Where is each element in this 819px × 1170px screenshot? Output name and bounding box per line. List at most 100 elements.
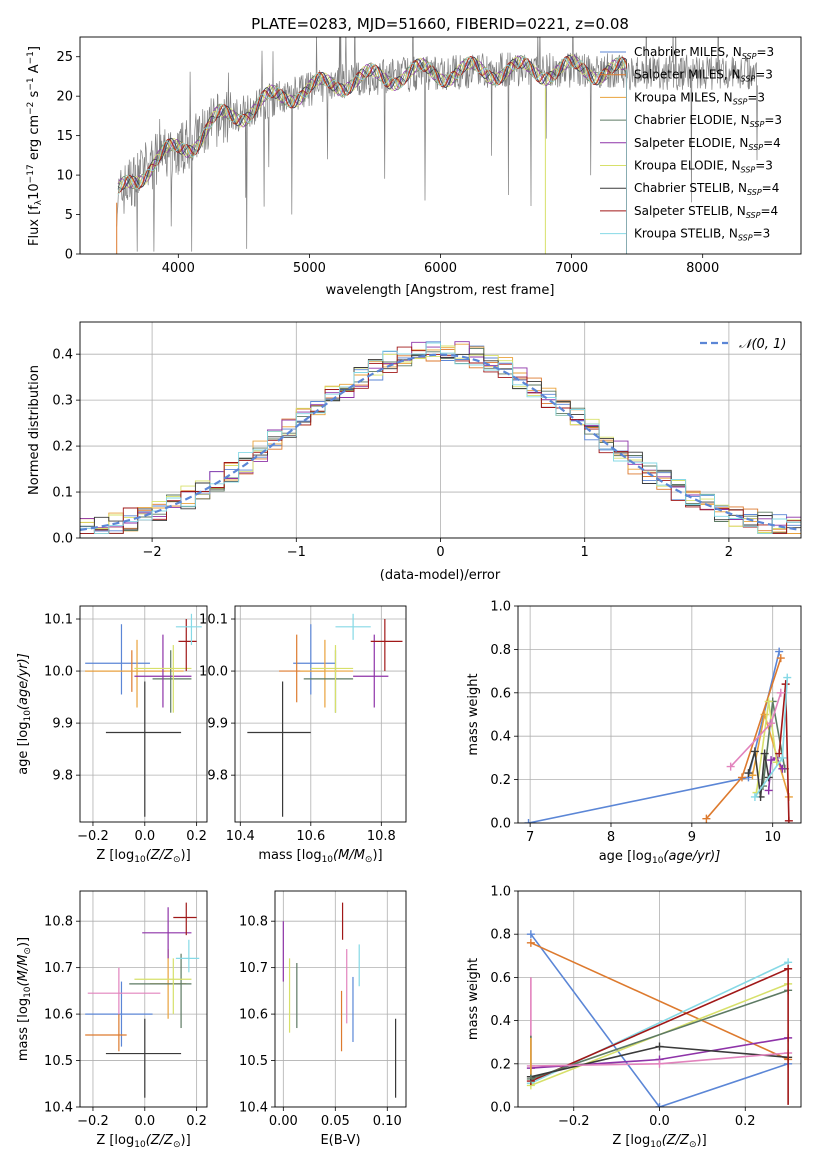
y-tick-label: 0.1 [52, 486, 73, 501]
x-tick-label: 0.2 [186, 829, 207, 844]
y-axis-label: mass weight [466, 958, 481, 1040]
gaussian-curve [80, 353, 801, 531]
x-axis-label: wavelength [Angstrom, rest frame] [326, 283, 555, 298]
y-tick-label: 0.8 [490, 643, 511, 658]
axes-frame [79, 890, 208, 1108]
y-tick-label: 0.0 [52, 532, 73, 547]
weight-marker [750, 792, 759, 801]
y-axis-label: Flux [fλ10−17 erg cm−2 s−1 A−1] [26, 46, 44, 246]
x-tick-label: 8000 [686, 261, 719, 276]
y-tick-label: 0.0 [490, 817, 511, 832]
y-tick-label: 0.4 [490, 1014, 511, 1029]
weight-marker [744, 769, 753, 778]
x-tick-label: 9 [688, 830, 696, 845]
y-tick-label: 10.1 [199, 613, 228, 628]
weight-line [530, 968, 789, 1082]
panel-spectrum: 4000 5000 6000 7000 8000 0 5 10 15 20 25 Chabrier M… [56, 36, 802, 276]
x-tick-label: 0.2 [735, 1114, 756, 1129]
weight-marker [767, 719, 776, 728]
legend-entry: Chabrier ELODIE, NSSP=3 [634, 113, 782, 129]
weight-marker [776, 654, 785, 663]
x-tick-label: −1 [287, 545, 306, 560]
y-tick-label: 1.0 [490, 600, 511, 615]
axes-frame [79, 36, 802, 255]
x-tick-label: 10.8 [367, 829, 396, 844]
weight-marker [726, 762, 735, 771]
y-tick-label: 5 [65, 208, 73, 223]
y-axis-label: mass weight [466, 673, 481, 755]
weight-marker [655, 1042, 664, 1051]
axes-frame [234, 605, 407, 823]
y-tick-label: 9.9 [52, 717, 73, 732]
x-tick-label: 0.05 [321, 1114, 350, 1129]
panel-weight-vs-z: −0.2 0.0 0.2 0.0 0.2 0.4 0.6 0.8 1.0 [490, 885, 802, 1129]
panel-mass-vs-ebv: 0.00 0.05 0.10 10.4 10.5 10.6 10.7 10.8 [239, 890, 407, 1129]
weight-marker [655, 1059, 664, 1068]
plot-area [518, 891, 801, 1107]
plot-area [80, 891, 207, 1107]
weight-marker [784, 816, 793, 823]
xlabel-axis-label: Z [log10(Z/Z⊙)] [612, 1133, 706, 1150]
y-tick-label: 0.2 [490, 1057, 511, 1072]
model-spectrum-line [117, 54, 627, 254]
x-tick-label: 6000 [424, 261, 457, 276]
weight-marker [767, 756, 776, 765]
weight-line [778, 684, 790, 821]
xlabel-axis-label: Z [log10(Z/Z⊙)] [96, 1133, 190, 1150]
panel-residuals: −2 −1 0 1 2 0.0 0.1 0.2 0.3 0.4 𝒩(0, 1) [52, 321, 802, 560]
panel-age-vs-mass: 10.4 10.6 10.8 9.8 9.9 10.0 10.1 [199, 605, 407, 844]
xlabel-axis-label: mass [log10(M/M⊙)] [258, 848, 382, 865]
y-tick-label: 10.4 [239, 1101, 268, 1116]
legend-entry: Chabrier MILES, NSSP=3 [634, 45, 774, 61]
y-tick-label: 10.1 [44, 613, 73, 628]
weight-marker [737, 773, 746, 782]
weight-marker [778, 764, 787, 773]
weight-line [705, 657, 782, 820]
weight-line [528, 651, 780, 823]
legend-entry: Kroupa STELIB, NSSP=3 [634, 227, 770, 243]
y-tick-label: 20 [56, 90, 73, 105]
y-tick-label: 0.4 [490, 730, 511, 745]
xlabel-axis-label: age [log10(age/yr)] [599, 849, 721, 866]
legend-entry: Salpeter MILES, NSSP=3 [634, 68, 773, 84]
x-tick-label: 8 [607, 830, 615, 845]
legend-entry: Kroupa ELODIE, NSSP=3 [634, 159, 773, 175]
axes-frame [517, 605, 802, 824]
panel-age-vs-z: −0.2 0.0 0.2 9.8 9.9 10.0 10.1 [44, 605, 208, 844]
weight-marker [776, 688, 785, 697]
x-tick-label: 0.00 [269, 1114, 298, 1129]
model-spectrum-line [117, 56, 627, 254]
x-tick-label: −2 [143, 545, 162, 560]
plot-area [80, 606, 207, 822]
y-tick-label: 10.0 [44, 665, 73, 680]
x-tick-label: 0.0 [134, 1114, 155, 1129]
x-tick-label: 10.6 [296, 829, 325, 844]
weight-marker [764, 786, 773, 795]
weight-marker [702, 814, 711, 823]
x-tick-label: 2 [725, 545, 733, 560]
plot-area [518, 606, 801, 823]
y-tick-label: 10.7 [44, 961, 73, 976]
y-tick-label: 0.8 [490, 928, 511, 943]
axes-frame [79, 321, 802, 539]
x-tick-label: −0.2 [77, 1114, 109, 1129]
y-tick-label: 0.4 [52, 348, 73, 363]
weight-marker [526, 938, 535, 947]
x-tick-label: 7 [526, 830, 534, 845]
weight-line [530, 933, 789, 1107]
x-tick-label: 1 [581, 545, 589, 560]
y-tick-label: 0.3 [52, 394, 73, 409]
histogram-step [80, 342, 801, 534]
weight-marker [524, 819, 533, 823]
y-tick-label: 10.5 [239, 1054, 268, 1069]
weight-marker [760, 749, 769, 758]
y-tick-label: 10.8 [44, 915, 73, 930]
y-tick-label: 15 [56, 129, 73, 144]
y-tick-label: 10.0 [199, 665, 228, 680]
y-tick-label: 9.8 [207, 769, 228, 784]
plot-area [275, 891, 406, 1107]
legend-entry: Salpeter STELIB, NSSP=4 [634, 204, 778, 220]
y-axis-label: Normed distribution [27, 365, 42, 495]
weight-marker [783, 673, 792, 682]
